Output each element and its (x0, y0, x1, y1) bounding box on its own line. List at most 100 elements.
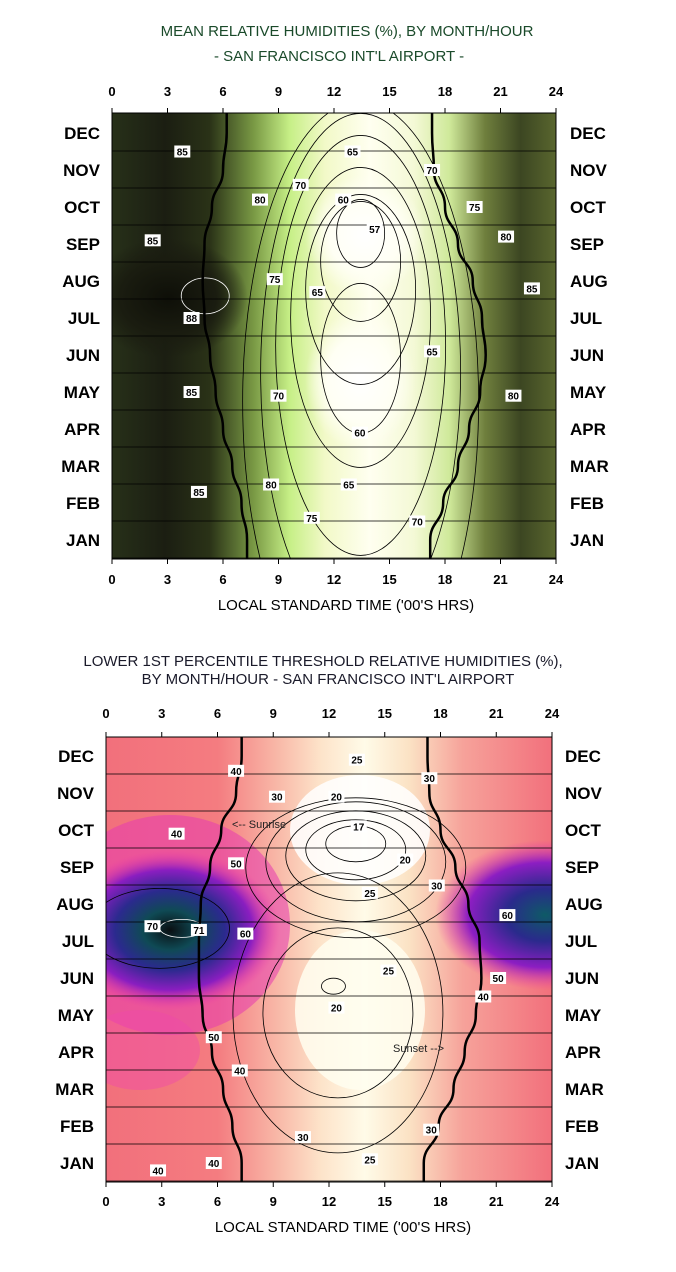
chart2-contour-label: 40 (168, 827, 185, 841)
chart2-contour-label: 20 (397, 853, 414, 867)
chart2-contour-label: 20 (328, 790, 345, 804)
sunrise-annotation: <-- Sunrise (232, 819, 286, 831)
chart2-top-tick-label: 12 (322, 706, 336, 721)
chart1-bottom-tick-label: 18 (438, 572, 452, 587)
chart2-top-tick-label: 3 (158, 706, 165, 721)
chart1-contour-ring (336, 199, 386, 268)
chart1-contour-label: 88 (183, 312, 200, 325)
chart1-month-label-right: JUL (570, 309, 602, 328)
chart2-humid-core-right (435, 840, 552, 990)
svg-text:80: 80 (500, 233, 512, 244)
chart2-contour-label: 30 (428, 879, 445, 893)
svg-text:17: 17 (353, 822, 365, 833)
svg-text:40: 40 (234, 1067, 246, 1078)
chart2-title: LOWER 1ST PERCENTILE THRESHOLD RELATIVE … (83, 653, 562, 670)
chart1-contour-label: 75 (303, 511, 320, 525)
svg-text:85: 85 (526, 284, 538, 295)
svg-text:50: 50 (231, 859, 243, 870)
chart1-contour-label: 70 (424, 164, 441, 177)
chart2-month-label-left: JAN (60, 1154, 94, 1173)
svg-text:71: 71 (193, 926, 205, 937)
chart2-contour-ring (245, 797, 467, 939)
chart1-top-tick-label: 18 (438, 84, 452, 99)
chart2-bottom-tick-label: 24 (545, 1194, 560, 1209)
chart1-contour-ring (290, 167, 432, 468)
svg-text:70: 70 (273, 392, 285, 403)
svg-text:30: 30 (297, 1133, 309, 1144)
chart1-contour-label: 75 (266, 273, 283, 286)
chart2-top-tick-label: 18 (433, 706, 447, 721)
chart2-contour-label: 60 (499, 909, 516, 922)
svg-text:25: 25 (364, 889, 376, 900)
chart1-top-tick-label: 3 (164, 84, 171, 99)
chart1-contour-label: 65 (424, 345, 441, 358)
svg-text:30: 30 (431, 882, 443, 893)
chart1-contour-label: 65 (309, 286, 326, 299)
svg-text:30: 30 (271, 793, 283, 804)
chart1-month-label-right: JUN (570, 346, 604, 365)
svg-text:80: 80 (266, 481, 278, 492)
chart1-contour-label: 80 (252, 193, 268, 207)
chart2-top-tick-label: 6 (214, 706, 221, 721)
svg-text:40: 40 (171, 830, 183, 841)
chart1-humid-core (112, 238, 248, 358)
chart2-month-label-right: NOV (565, 784, 603, 803)
svg-text:20: 20 (331, 793, 343, 804)
chart2-contour-label: 40 (150, 1164, 167, 1177)
chart1-contour-label: 85 (144, 234, 161, 247)
svg-text:65: 65 (426, 347, 438, 358)
svg-text:40: 40 (231, 767, 243, 778)
chart2-month-label-right: SEP (565, 858, 599, 877)
svg-text:75: 75 (269, 275, 281, 286)
chart2-top-tick-label: 24 (545, 706, 560, 721)
svg-text:60: 60 (338, 196, 350, 207)
svg-text:75: 75 (306, 514, 318, 525)
chart1-month-label-left: FEB (66, 494, 100, 513)
chart1-contour-labels: 85 65 70 70 80 60 75 57 85 80 75 85 65 88 65 85 70 80 60 80… (144, 145, 540, 529)
svg-text:85: 85 (193, 488, 205, 499)
chart1-dry-core-2 (305, 310, 415, 450)
chart2-month-label-right: FEB (565, 1117, 599, 1136)
chart2-contour-ring (262, 927, 414, 1099)
chart1-month-label-left: SEP (66, 235, 100, 254)
svg-text:25: 25 (364, 1155, 376, 1166)
chart1-bottom-tick-label: 3 (164, 572, 171, 587)
chart2-bottom-tick-label: 9 (270, 1194, 277, 1209)
chart2-contour-label: 25 (361, 886, 378, 900)
svg-text:65: 65 (343, 481, 355, 492)
chart1-dry-core (305, 175, 425, 295)
chart2-month-label-right: JAN (565, 1154, 599, 1173)
svg-text:85: 85 (147, 236, 159, 247)
chart2-contour-label: 30 (421, 772, 438, 785)
chart1-bottom-tick-label: 15 (382, 572, 396, 587)
chart1-month-label-left: OCT (64, 198, 101, 217)
chart2-subtitle: BY MONTH/HOUR - SAN FRANCISCO INT'L AIRP… (142, 671, 515, 688)
svg-text:85: 85 (186, 388, 198, 399)
chart1-xlabel: LOCAL STANDARD TIME ('00'S HRS) (218, 597, 474, 614)
chart2-dry-core-2 (295, 930, 425, 1090)
chart1-axes: 0 0 3 3 6 6 9 9 12 12 15 15 18 18 21 21 24 24 DEC DEC NOV NOV… (61, 84, 608, 587)
svg-text:80: 80 (508, 392, 520, 403)
chart1-subtitle: - SAN FRANCISCO INT'L AIRPORT - (214, 48, 464, 65)
svg-text:30: 30 (424, 774, 436, 785)
chart1-bottom-tick-label: 21 (493, 572, 507, 587)
chart2-top-tick-label: 15 (378, 706, 392, 721)
chart1-contour-label: 65 (340, 478, 357, 492)
chart1-contour-label: 65 (344, 145, 361, 159)
chart1-contour-label: 80 (505, 389, 522, 403)
chart1-contour-ring (320, 201, 402, 322)
chart2-contour-label: 17 (350, 820, 367, 833)
chart2-contour-label: 50 (228, 857, 245, 870)
svg-text:60: 60 (502, 911, 514, 922)
svg-text:60: 60 (354, 429, 366, 440)
chart1-month-label-right: AUG (570, 272, 608, 291)
chart1-contour-ring (275, 135, 447, 556)
chart2-magenta-left-2 (106, 1010, 200, 1090)
chart2-contour-ring (305, 819, 407, 881)
svg-text:25: 25 (351, 756, 363, 767)
chart2-contour-ring (106, 887, 230, 969)
chart2-bottom-tick-label: 21 (489, 1194, 503, 1209)
svg-text:70: 70 (147, 922, 159, 933)
chart2-bottom-tick-label: 6 (214, 1194, 221, 1209)
chart2-month-label-left: OCT (58, 821, 95, 840)
